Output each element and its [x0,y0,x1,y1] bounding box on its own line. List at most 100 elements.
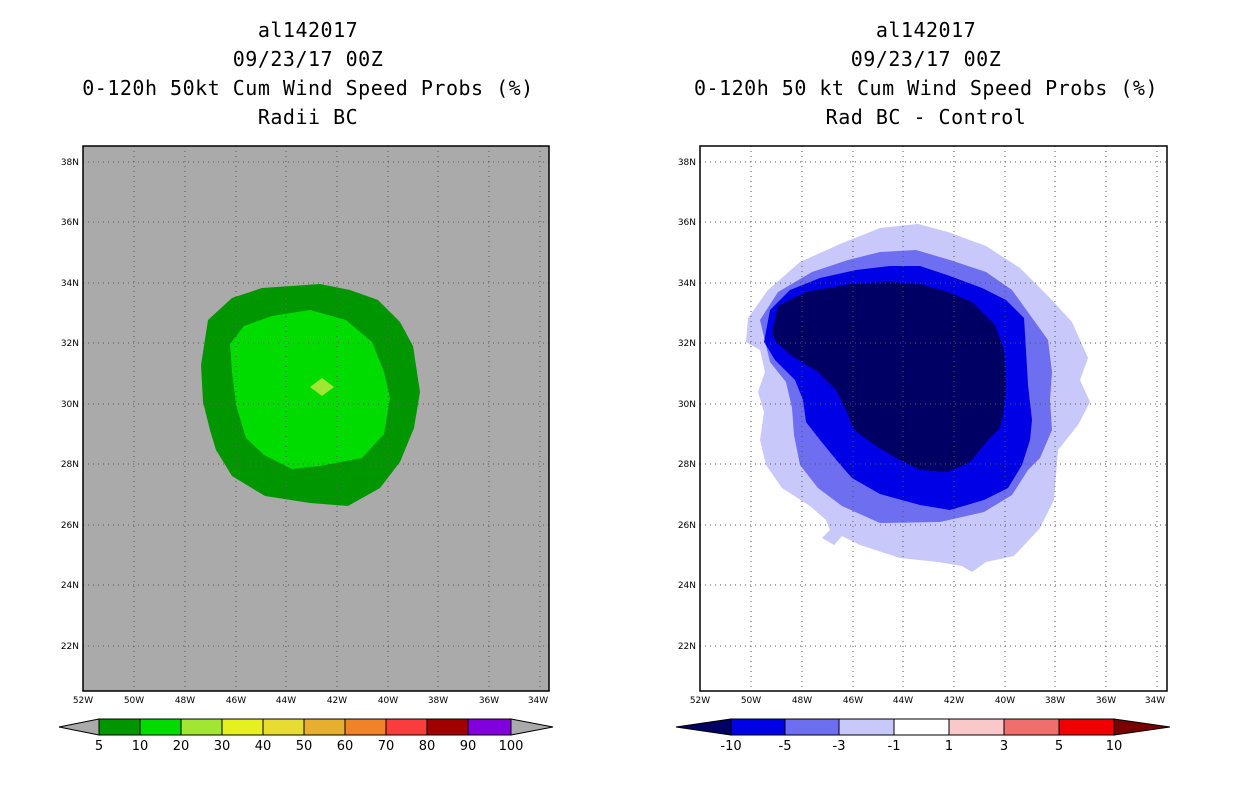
left-lon-label: 50W [124,696,144,706]
left-lat-label: 38N [61,158,79,168]
left-colorbar-labels: 5 10 20 30 40 50 60 70 80 90 100 [95,739,524,754]
left-lat-label: 32N [61,339,79,349]
right-colorbar-label: -1 [888,739,901,754]
left-colorbar-label: 30 [214,739,231,754]
left-colorbar-swatch [139,718,182,736]
right-map: 38N 36N 34N 32N 30N 28N 26N 24N 22N 52W … [678,145,1168,706]
left-lat-label: 34N [61,279,79,289]
right-colorbar [675,718,1171,736]
right-contour-c4 [772,282,1006,472]
right-title-date: 09/23/17 00Z [850,47,1002,71]
right-colorbar-swatch [784,718,840,736]
left-lon-label: 40W [378,696,398,706]
left-lat-label: 24N [61,581,79,591]
right-colorbar-labels: -10 -5 -3 -1 1 3 5 10 [720,739,1122,754]
right-lon-label: 36W [1096,696,1116,706]
right-colorbar-label: -10 [720,739,741,754]
right-colorbar-high-arrow [1113,718,1171,736]
right-lat-label: 34N [678,279,696,289]
right-lon-label: 48W [792,696,812,706]
left-lat-label: 28N [61,460,79,470]
right-lat-label: 32N [678,339,696,349]
left-lon-label: 42W [327,696,347,706]
right-lat-label: 24N [678,581,696,591]
left-colorbar-label: 10 [132,739,149,754]
left-lat-label: 22N [61,642,79,652]
right-lat-label: 26N [678,521,696,531]
right-title-product: 0-120h 50 kt Cum Wind Speed Probs (%) [693,76,1159,100]
left-colorbar-label: 50 [296,739,313,754]
left-colorbar-label: 60 [337,739,354,754]
right-colorbar-swatch [893,718,950,736]
left-colorbar-high-arrow [510,718,554,736]
left-lat-label: 26N [61,521,79,531]
right-colorbar-label: -3 [833,739,846,754]
left-lon-label: 44W [276,696,296,706]
left-lon-label: 38W [428,696,448,706]
right-colorbar-label: -5 [779,739,792,754]
right-lon-label: 50W [741,696,761,706]
right-colorbar-label: 10 [1106,739,1123,754]
left-colorbar-swatch [98,718,141,736]
right-lat-label: 36N [678,218,696,228]
right-map-frame [699,145,1168,692]
right-lon-label: 38W [1045,696,1065,706]
right-lon-label: 34W [1145,696,1165,706]
left-lon-label: 34W [528,696,548,706]
left-colorbar-label: 100 [499,739,524,754]
right-colorbar-swatch [730,718,786,736]
right-lon-label: 46W [843,696,863,706]
right-panel-title: al142017 09/23/17 00Z 0-120h 50 kt Cum W… [666,16,1186,132]
left-colorbar-swatch [344,718,387,736]
left-contour-inner [230,310,390,469]
left-lon-label: 46W [226,696,246,706]
left-colorbar-low-arrow [58,718,100,736]
left-lon-axis: 52W 50W 48W 46W 44W 42W 40W 38W 36W 34W [73,696,548,706]
right-colorbar-label: 3 [1000,739,1008,754]
left-title-storm-id: al142017 [257,18,359,42]
left-title-experiment: Radii BC [257,105,359,129]
left-lon-label: 48W [175,696,195,706]
right-lat-label: 30N [678,400,696,410]
right-lon-axis: 52W 50W 48W 46W 44W 42W 40W 38W 36W 34W [690,696,1165,706]
left-lat-axis: 38N 36N 34N 32N 30N 28N 26N 24N 22N [61,158,79,652]
left-colorbar-label: 80 [419,739,436,754]
right-colorbar-swatch [1058,718,1115,736]
left-colorbar-swatch [385,718,428,736]
right-colorbar-label: 5 [1055,739,1063,754]
left-panel-title: al142017 09/23/17 00Z 0-120h 50kt Cum Wi… [48,16,568,132]
left-colorbar-swatch [262,718,305,736]
right-lon-label: 52W [690,696,710,706]
left-title-product: 0-120h 50kt Cum Wind Speed Probs (%) [82,76,534,100]
right-colorbar-swatch [948,718,1005,736]
right-lat-label: 38N [678,158,696,168]
left-map-frame [82,145,550,692]
left-title-date: 09/23/17 00Z [232,47,384,71]
left-colorbar-swatch [467,718,512,736]
left-colorbar-swatch [180,718,223,736]
right-lon-label: 44W [893,696,913,706]
left-colorbar-swatch [303,718,346,736]
right-colorbar-swatch [838,718,895,736]
right-title-storm-id: al142017 [875,18,977,42]
left-colorbar-swatch [426,718,469,736]
right-lat-axis: 38N 36N 34N 32N 30N 28N 26N 24N 22N [678,158,696,652]
right-colorbar-swatch [1003,718,1060,736]
right-lon-label: 40W [995,696,1015,706]
left-lon-label: 36W [479,696,499,706]
left-map: 38N 36N 34N 32N 30N 28N 26N 24N 22N 52W … [61,145,550,706]
left-colorbar-label: 20 [173,739,190,754]
left-colorbar [58,718,554,736]
left-lat-label: 36N [61,218,79,228]
right-colorbar-label: 1 [945,739,953,754]
right-colorbar-low-arrow [675,718,732,736]
left-map-grid [83,146,549,691]
right-lat-label: 22N [678,642,696,652]
left-lon-label: 52W [73,696,93,706]
left-colorbar-label: 5 [95,739,103,754]
right-map-grid [700,146,1167,691]
left-contour-peak [310,378,334,396]
left-colorbar-label: 70 [378,739,395,754]
right-lon-label: 42W [944,696,964,706]
